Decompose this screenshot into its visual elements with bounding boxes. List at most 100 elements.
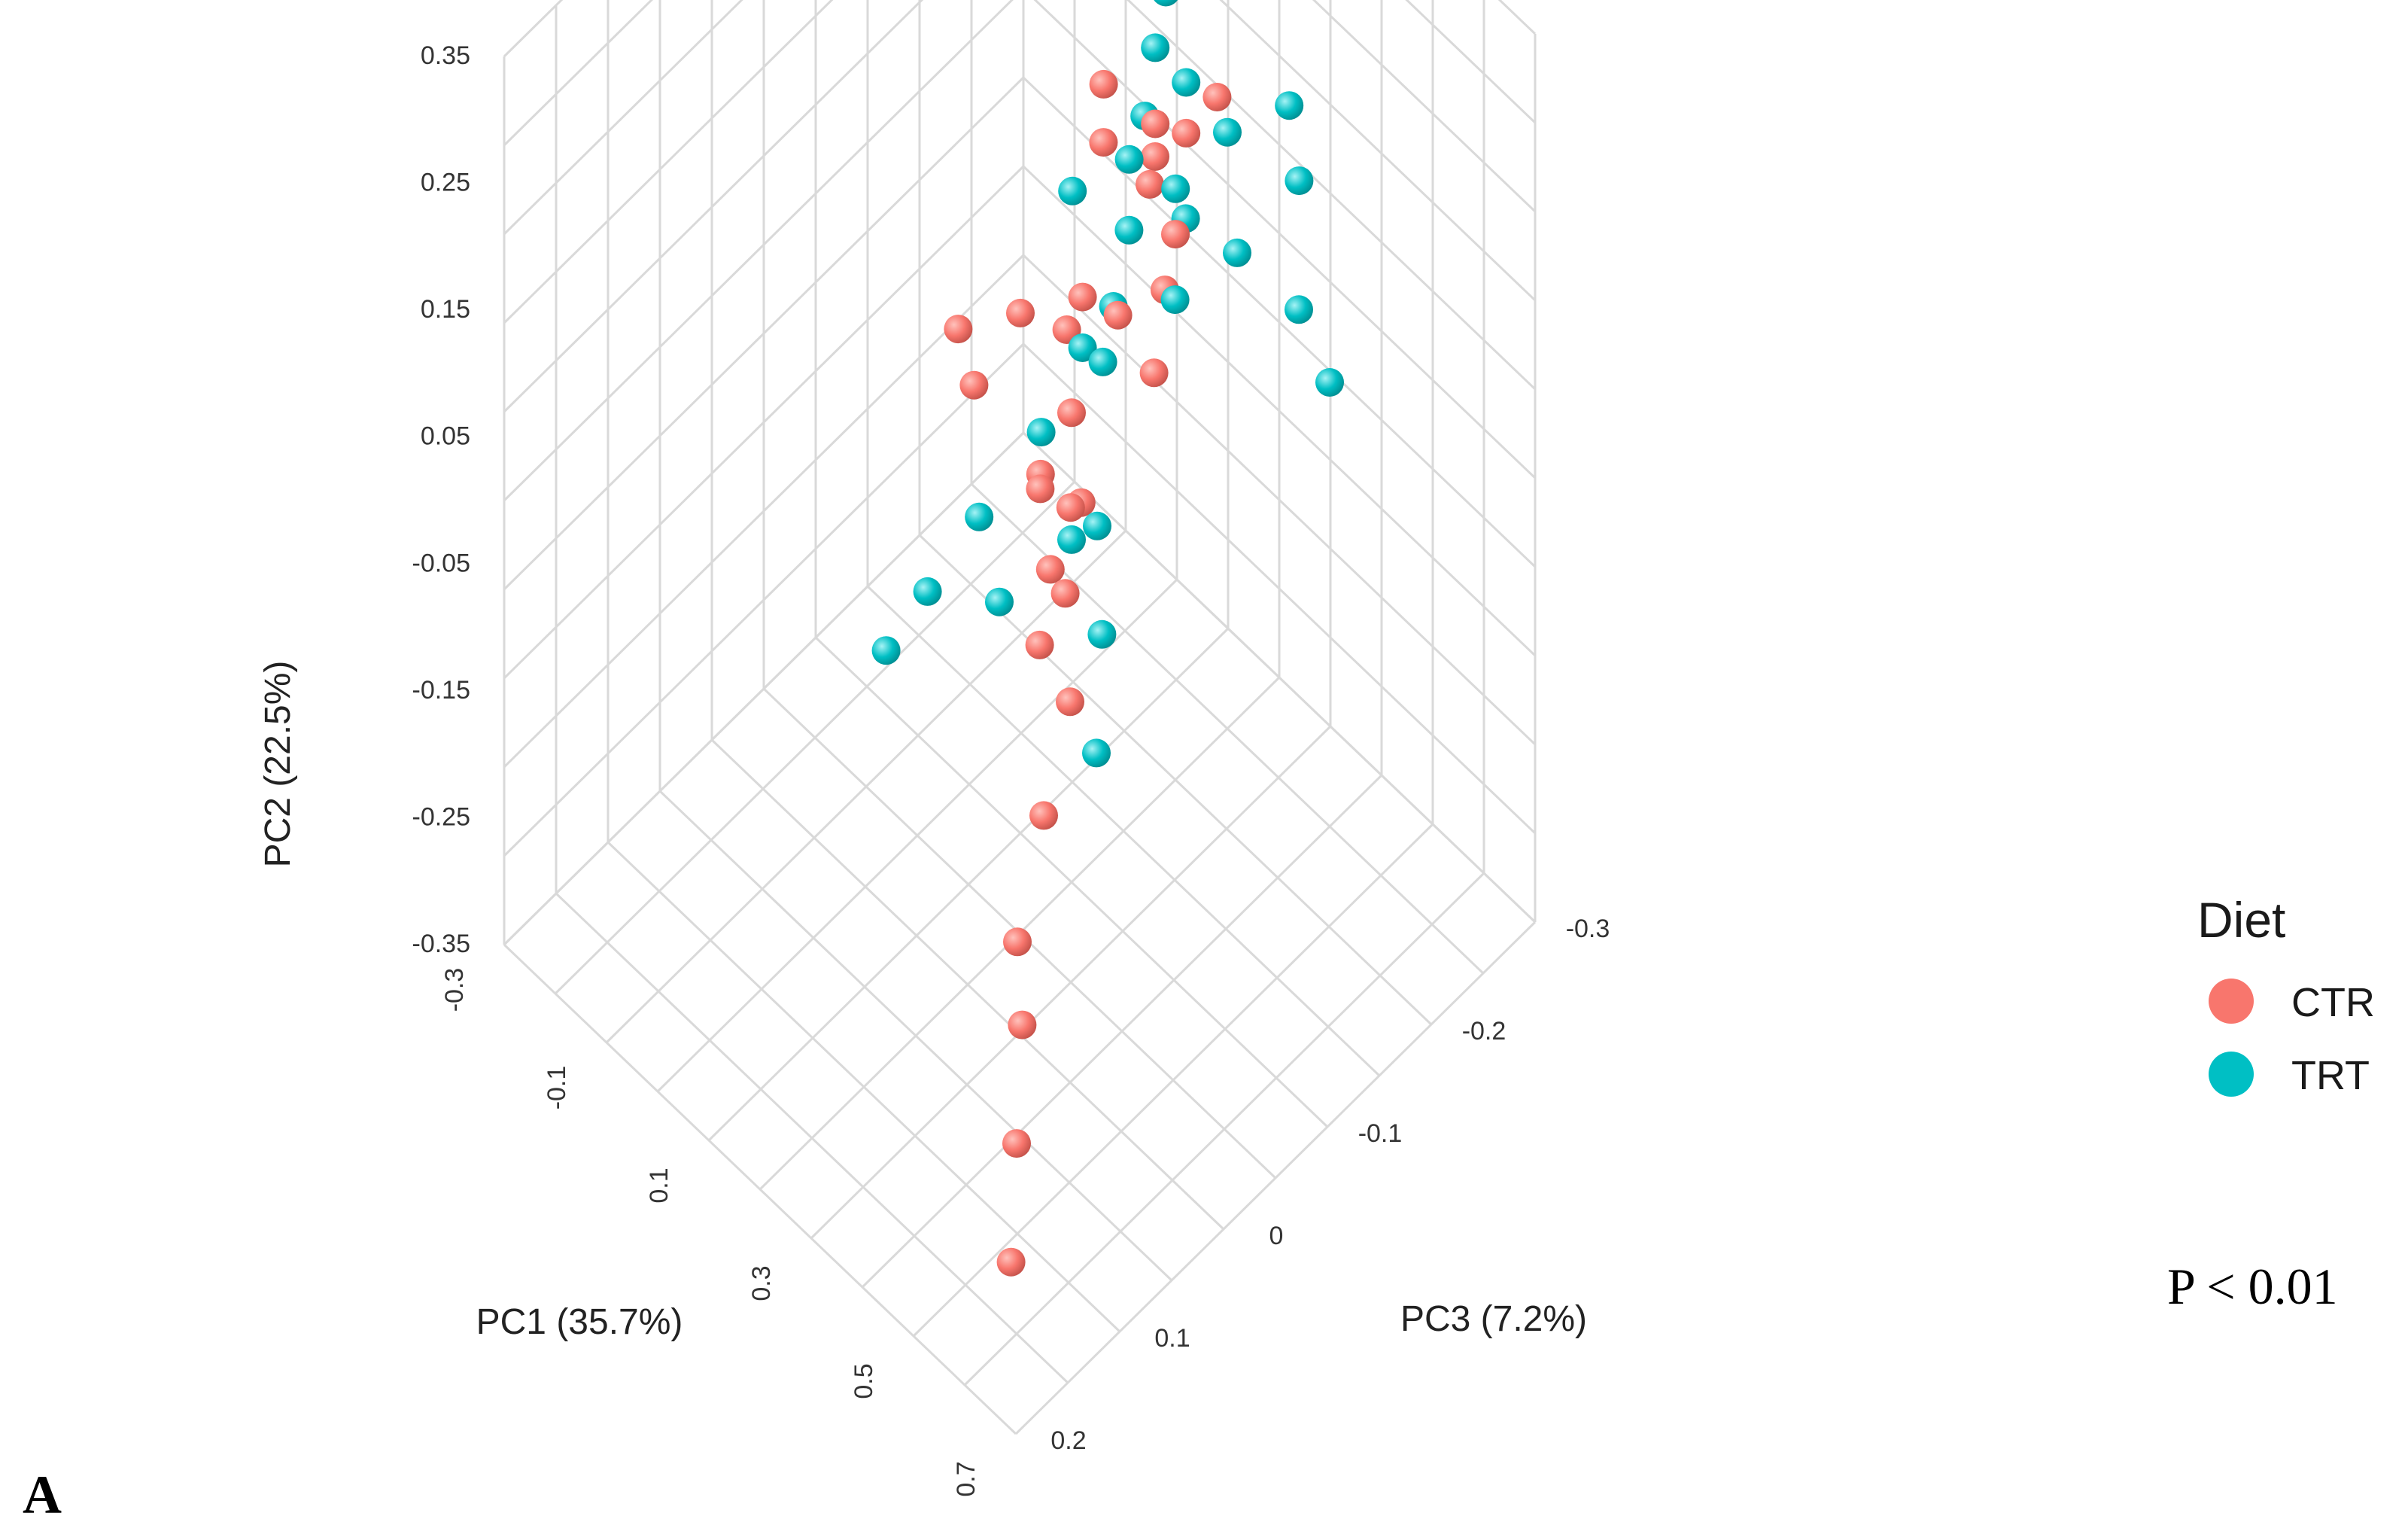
grid-line-17 [918, 534, 1433, 1026]
grid-line-57 [503, 0, 924, 413]
point-ctr-12 [1006, 298, 1035, 327]
point-trt-16 [1087, 619, 1117, 649]
pc1-tick-4: 0.5 [850, 1363, 878, 1399]
grid-line-63 [503, 0, 653, 147]
legend-swatch-trt [2209, 1052, 2254, 1097]
point-trt-19 [1285, 166, 1314, 196]
point-ctr-16 [1050, 579, 1080, 608]
point-ctr-29 [1025, 630, 1054, 659]
pc2-tick-4: 0.05 [421, 422, 470, 451]
point-trt-0 [1154, 0, 1178, 7]
point-trt-23 [1057, 525, 1086, 554]
legend-label-trt: TRT [2291, 1053, 2370, 1098]
pc2-tick-5: 0.15 [421, 295, 470, 324]
pc2-tick-1: -0.25 [412, 802, 471, 831]
point-trt-7 [1114, 215, 1144, 245]
pc2-axis-title: PC2 (22.5%) [258, 661, 298, 868]
legend-title: Diet [2197, 892, 2285, 948]
point-ctr-22 [996, 1247, 1026, 1277]
point-ctr-5 [1172, 118, 1201, 148]
grid-line-12 [707, 627, 1230, 1142]
p-value-annotation: P < 0.01 [2167, 1258, 2338, 1315]
grid-line-61 [503, 0, 743, 236]
grid-line-18 [554, 480, 1076, 995]
panel-label: A [23, 1465, 62, 1525]
data-points [871, 0, 1344, 1277]
grid-line-33 [1033, 0, 1537, 479]
point-trt-22 [1088, 347, 1117, 376]
pc1-tick-0: -0.3 [440, 968, 469, 1012]
point-ctr-28 [944, 315, 973, 344]
point-trt-20 [1285, 295, 1313, 324]
point-trt-27 [1058, 176, 1087, 205]
pc2-tick-7: 0.35 [421, 41, 470, 70]
point-ctr-6 [1089, 69, 1118, 99]
pc3-tick-5: 0.2 [1050, 1426, 1086, 1455]
point-ctr-19 [1003, 927, 1032, 957]
pc1-tick-1: -0.1 [543, 1066, 571, 1110]
grid-line-59 [503, 0, 834, 324]
point-trt-13 [913, 577, 942, 606]
point-trt-14 [871, 636, 901, 665]
point-trt-11 [1026, 418, 1056, 447]
pc1-tick-3: 0.3 [747, 1265, 776, 1301]
grid-line-14 [656, 578, 1178, 1093]
plot-grid [503, 0, 1537, 1435]
pc2-tick-3: -0.05 [412, 549, 471, 577]
point-trt-25 [1275, 91, 1304, 120]
point-ctr-15 [1056, 493, 1085, 522]
grid-line-35 [1126, 0, 1537, 391]
point-ctr-0 [1141, 109, 1170, 138]
pc2-tick-0: -0.35 [412, 930, 471, 958]
point-ctr-1 [1136, 169, 1164, 199]
point-ctr-17 [1056, 687, 1084, 717]
point-ctr-9 [1068, 282, 1097, 312]
point-trt-15 [1083, 511, 1111, 540]
pc3-tick-0: -0.3 [1566, 915, 1610, 943]
point-trt-1 [1141, 33, 1170, 62]
pc1-tick-5: 0.7 [952, 1461, 981, 1496]
pc3-tick-2: -0.1 [1358, 1119, 1403, 1148]
point-trt-3 [1172, 68, 1201, 97]
point-trt-5 [1161, 174, 1190, 203]
pc2-tick-6: 0.25 [421, 169, 470, 197]
grid-line-15 [866, 585, 1381, 1077]
point-ctr-3 [1141, 142, 1169, 171]
pc1-tick-2: 0.1 [645, 1167, 673, 1203]
axis-ticks: -0.3 -0.1 0.1 0.3 0.5 0.7 -0.3 -0.2 -0.1 0 0.1 0.2 -… [412, 41, 1610, 1497]
point-ctr-11 [1139, 358, 1169, 388]
point-ctr-27 [1035, 555, 1065, 584]
pc1-axis-title: PC1 (35.7%) [476, 1302, 683, 1342]
pc3-tick-4: 0.1 [1154, 1324, 1190, 1353]
point-trt-17 [1082, 738, 1111, 768]
point-ctr-21 [1002, 1129, 1031, 1158]
point-trt-21 [1315, 368, 1344, 397]
point-ctr-20 [1008, 1010, 1037, 1039]
point-ctr-7 [1161, 220, 1190, 249]
grid-line-16 [605, 529, 1127, 1044]
point-trt-18 [1223, 238, 1251, 267]
grid-line-37 [1219, 0, 1537, 302]
grid-line-39 [1312, 0, 1537, 213]
point-ctr-13 [959, 370, 989, 400]
pc3-tick-1: -0.2 [1462, 1017, 1507, 1046]
point-trt-9 [1160, 285, 1190, 315]
grid-line-55 [503, 0, 1014, 502]
point-ctr-24 [1057, 398, 1086, 428]
point-trt-24 [985, 587, 1014, 616]
point-trt-4 [1114, 145, 1144, 174]
point-ctr-18 [1029, 801, 1058, 830]
pc3-axis-title: PC3 (7.2%) [1400, 1299, 1587, 1339]
legend-swatch-ctr [2209, 979, 2254, 1024]
grid-line-41 [1405, 0, 1537, 124]
point-trt-12 [965, 502, 994, 531]
legend-label-ctr: CTR [2291, 980, 2375, 1025]
point-ctr-26 [1026, 474, 1055, 504]
legend: Diet CTR TRT [2197, 892, 2375, 1098]
point-trt-6 [1213, 117, 1242, 147]
pc2-tick-2: -0.15 [412, 676, 471, 705]
pc3-tick-3: 0 [1269, 1222, 1284, 1250]
point-ctr-10 [1103, 300, 1133, 330]
point-trt-10 [1068, 333, 1097, 362]
